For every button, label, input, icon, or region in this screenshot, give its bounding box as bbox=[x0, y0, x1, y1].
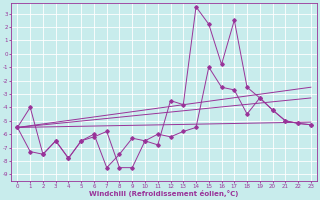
X-axis label: Windchill (Refroidissement éolien,°C): Windchill (Refroidissement éolien,°C) bbox=[90, 190, 239, 197]
